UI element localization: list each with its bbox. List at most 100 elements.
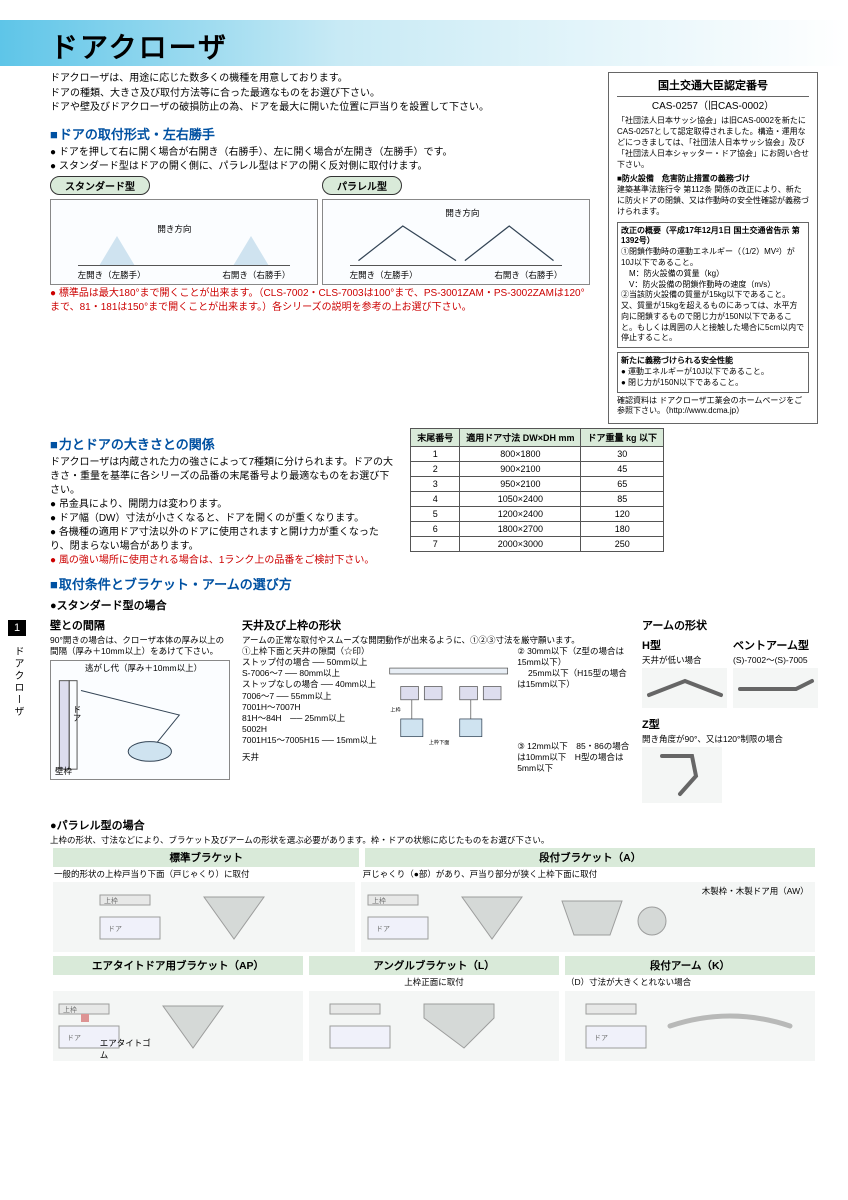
power-bullet: 各機種の適用ドア寸法以外のドアに使用されますと開け力が重くなったり、閉まらない場… xyxy=(50,526,396,554)
lbl-right: 右開き（右勝手） xyxy=(494,270,562,281)
cell: 950×2100 xyxy=(460,477,581,492)
ceil-line: ストップなしの場合 ── 40mm以上 xyxy=(242,679,380,690)
section-cond-heading: 取付条件とブラケット・アームの選び方 xyxy=(50,574,818,593)
arm-H-h: H型 xyxy=(642,637,727,653)
ceil-line: S-7006〜7 ── 80mm以上 xyxy=(242,668,380,679)
bracket-k-img: ドア xyxy=(565,991,815,1061)
intro-line: ドアの種類、大きさ及び取付方法等に合った最適なものをお選び下さい。 xyxy=(50,87,594,102)
pal-p: 上枠の形状、寸法などにより、ブラケット及びアームの形状を選ぶ必要があります。枠・… xyxy=(50,835,818,846)
lbl-open-dir: 開き方向 xyxy=(445,208,479,219)
section-power-heading: 力とドアの大きさとの関係 xyxy=(50,434,396,453)
cert-body1: 「社団法人日本サッシ協会」は旧CAS-0002を新たにCAS-0257として認定… xyxy=(617,116,809,170)
ceil-p: アームの正常な取付やスムーズな開閉動作が出来るように、①②③寸法を厳守願います。 xyxy=(242,635,630,646)
svg-text:上枠: 上枠 xyxy=(372,896,386,905)
ceil-heading: 天井及び上枠の形状 xyxy=(242,617,630,633)
cell: 800×1800 xyxy=(460,447,581,462)
arm-heading: アームの形状 xyxy=(642,617,818,633)
lbl-left: 左開き（左勝手） xyxy=(78,270,146,281)
wall-diagram: 逃がし代（厚み＋10mm以上） ドア 壁枠 xyxy=(50,660,230,780)
cell: 7 xyxy=(411,537,460,552)
bracket-a-note: 戸じゃくり（●部）があり、戸当り部分が狭く上枠下面に取付 xyxy=(359,869,818,880)
bracket-std-img: 上枠ドア xyxy=(53,882,355,952)
ceil-sub: ①上枠下面と天井の隙間（☆印） xyxy=(242,646,380,657)
svg-text:ドア: ドア xyxy=(594,1034,608,1042)
cell: 2000×3000 xyxy=(460,537,581,552)
kaisei-line: ①閉鎖作動時の運動エネルギー（（1/2）MV²）が10J以下であること。 xyxy=(621,247,805,269)
cell: 1200×2400 xyxy=(460,507,581,522)
svg-text:上枠: 上枠 xyxy=(104,896,118,905)
bracket-k-title: 段付アーム（K） xyxy=(565,956,815,975)
power-p: ドアクローザは内蔵された力の強さによって7種類に分けられます。ドアの大きさ・重量… xyxy=(50,456,396,498)
cell: 1050×2400 xyxy=(460,492,581,507)
cell: 1 xyxy=(411,447,460,462)
svg-text:上枠: 上枠 xyxy=(390,706,400,714)
ceil-lbl-t: 天井 xyxy=(242,752,380,763)
ceil-diagram: 上枠上枠下面 xyxy=(386,646,511,786)
safety-line: ● 運動エネルギーが10J以下であること。 xyxy=(621,367,805,378)
arm-Z-h: Z型 xyxy=(642,716,818,732)
wall-frame-lbl: 壁枠 xyxy=(55,766,72,777)
cert-code: CAS-0257（旧CAS-0002） xyxy=(617,100,809,114)
ceil-line: 5002H xyxy=(242,724,380,735)
svg-text:上枠: 上枠 xyxy=(63,1005,77,1014)
bracket-k-note: （D）寸法が大きくとれない場合 xyxy=(562,977,818,988)
cell: 120 xyxy=(581,507,664,522)
diagram-parallel: 開き方向 左開き（左勝手） 右開き（右勝手） xyxy=(322,199,590,285)
wall-p: 90°開きの場合は、クローザ本体の厚み以上の間隔（厚み＋10mm以上）をあけて下… xyxy=(50,635,230,657)
arm-H-img xyxy=(642,668,727,708)
ceil-line: 7001H15〜7005H15 ── 15mm以上 xyxy=(242,735,380,746)
bracket-l-note: 上枠正面に取付 xyxy=(306,977,562,988)
cert-box: 国土交通大臣認定番号 CAS-0257（旧CAS-0002） 「社団法人日本サッ… xyxy=(608,72,818,424)
side-tab: ドアクローザ xyxy=(10,646,25,718)
page-number: 1 xyxy=(8,620,26,636)
ceil-r-line: ③ 12mm以下 85・86の場合は10mm以下 H型の場合は5mm以下 xyxy=(517,741,630,774)
ceil-line: 81H〜84H ── 25mm以上 xyxy=(242,713,380,724)
bracket-a-title: 段付ブラケット（A） xyxy=(365,848,815,867)
ceil-r-line: 25mm以下（H15型の場合は15mm以下） xyxy=(517,668,630,690)
bracket-l-title: アングルブラケット（L） xyxy=(309,956,559,975)
arm-Z-p: 開き角度が90°、又は120°制限の場合 xyxy=(642,734,818,745)
lbl-right: 右開き（右勝手） xyxy=(222,270,290,281)
lbl-left: 左開き（左勝手） xyxy=(350,270,418,281)
bracket-std-title: 標準ブラケット xyxy=(53,848,359,867)
svg-text:上枠下面: 上枠下面 xyxy=(429,738,450,746)
power-table: 末尾番号 適用ドア寸法 DW×DH mm ドア重量 kg 以下 1800×180… xyxy=(410,428,664,552)
svg-text:ドア: ドア xyxy=(108,925,122,933)
section-mount-heading: ドアの取付形式・左右勝手 xyxy=(50,124,594,143)
power-warn: 風の強い場所に使用される場合は、1ランク上の品番をご検討下さい。 xyxy=(50,554,396,568)
cell: 45 xyxy=(581,462,664,477)
arm-bent-p: (S)-7002〜(S)-7005 xyxy=(733,655,818,666)
cert-ref: 確認資料は ドアクローザ工業会のホームページをご参照下さい。（http://ww… xyxy=(617,396,809,418)
arm-H-p: 天井が低い場合 xyxy=(642,655,727,666)
cell: 4 xyxy=(411,492,460,507)
cert-sub-hd: ■防火設備 危害防止措置の義務づけ xyxy=(617,174,809,185)
bracket-std-note: 一般的形状の上枠戸当り下面（戸じゃくり）に取付 xyxy=(50,869,359,880)
arm-bent-img xyxy=(733,668,818,708)
svg-text:ドア: ドア xyxy=(376,925,390,933)
ceil-line: 7001H〜7007H xyxy=(242,702,380,713)
kaisei-line: M：防火設備の質量（kg） xyxy=(621,269,805,280)
cell: 3 xyxy=(411,477,460,492)
arm-Z-img xyxy=(642,747,722,803)
bracket-ap-img: 上枠ドア エアタイトゴム xyxy=(53,991,303,1061)
arm-bent-h: ベントアーム型 xyxy=(733,637,818,653)
cert-title: 国土交通大臣認定番号 xyxy=(617,79,809,97)
bracket-aw-note: 木製枠・木製ドア用（AW） xyxy=(702,886,809,897)
wall-lbl: 逃がし代（厚み＋10mm以上） xyxy=(85,663,202,674)
th-wt: ドア重量 kg 以下 xyxy=(581,429,664,447)
safety-line: ● 閉じ力が150N以下であること。 xyxy=(621,378,805,389)
bracket-ap-note: エアタイトゴム xyxy=(100,1038,153,1060)
wall-heading: 壁との間隔 xyxy=(50,617,230,633)
page-title: ドアクローザ xyxy=(50,26,848,66)
diagram-standard: 開き方向 左開き（左勝手） 右開き（右勝手） xyxy=(50,199,318,285)
cell: 250 xyxy=(581,537,664,552)
kaisei-hd: 改正の概要（平成17年12月1日 国土交通省告示 第1392号） xyxy=(621,226,805,248)
intro-text: ドアクローザは、用途に応じた数多くの機種を用意しております。 ドアの種類、大きさ… xyxy=(50,72,594,116)
power-bullet: ドア幅（DW）寸法が小さくなると、ドアを開くのが重くなります。 xyxy=(50,512,396,526)
intro-line: ドアや壁及びドアクローザの破損防止の為、ドアを最大に開いた位置に戸当りを設置して… xyxy=(50,101,594,116)
tag-standard: スタンダード型 xyxy=(50,176,150,195)
cell: 6 xyxy=(411,522,460,537)
cell: 30 xyxy=(581,447,664,462)
title-band: ドアクローザ xyxy=(0,20,848,66)
cell: 85 xyxy=(581,492,664,507)
